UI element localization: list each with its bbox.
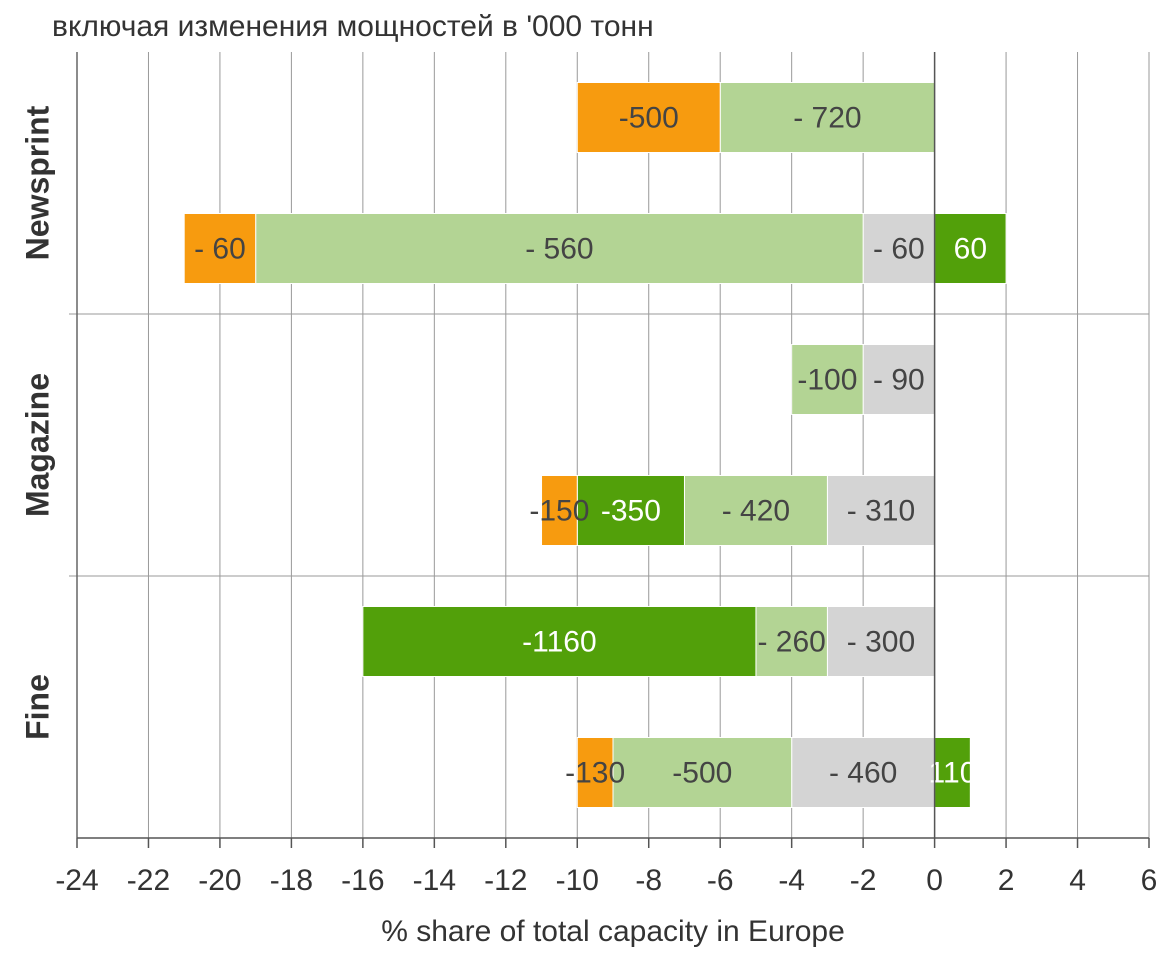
data-label: - 90 — [873, 363, 925, 396]
data-label: 110 — [929, 756, 977, 789]
data-label: - 60 — [873, 232, 925, 265]
bar-segment — [826, 606, 936, 677]
data-label: -500 — [672, 756, 732, 789]
data-label: -100 — [797, 363, 857, 396]
bar-segment — [755, 606, 828, 677]
x-tick-label: -16 — [341, 864, 384, 897]
data-label: -1160 — [522, 625, 597, 658]
chart-title: включая изменения мощностей в '000 тонн — [52, 10, 654, 43]
data-label: - 300 — [847, 625, 915, 658]
group-label: Fine — [19, 674, 55, 740]
x-tick-label: -24 — [55, 864, 98, 897]
x-tick-label: -20 — [198, 864, 241, 897]
data-label: - 720 — [793, 101, 861, 134]
data-label: - 460 — [829, 756, 897, 789]
group-label: Magazine — [19, 373, 55, 517]
data-label: -500 — [619, 101, 679, 134]
data-label: - 260 — [757, 625, 825, 658]
x-tick-label: 0 — [926, 864, 943, 897]
data-label: 60 — [954, 232, 987, 265]
x-tick-label: -8 — [635, 864, 662, 897]
data-label: - 420 — [722, 494, 790, 527]
bar-segment — [576, 82, 721, 153]
x-tick-label: -22 — [127, 864, 170, 897]
x-tick-label: -18 — [270, 864, 313, 897]
x-tick-label: -4 — [778, 864, 805, 897]
data-label: -130 — [565, 756, 625, 789]
data-label: - 60 — [194, 232, 246, 265]
bar-segment — [576, 475, 685, 546]
bar-segment — [683, 475, 828, 546]
x-tick-label: -14 — [413, 864, 456, 897]
bar-segment — [826, 475, 936, 546]
x-tick-label: 4 — [1069, 864, 1086, 897]
bar-segment — [183, 213, 257, 284]
x-tick-label: -10 — [556, 864, 599, 897]
data-label: - 560 — [525, 232, 593, 265]
x-tick-label: -12 — [484, 864, 527, 897]
data-label: -150 — [529, 494, 589, 527]
bar-segment — [612, 737, 793, 808]
group-label: Newsprint — [19, 105, 55, 260]
data-label: - 310 — [847, 494, 915, 527]
bar-segment — [576, 737, 614, 808]
x-tick-label: -2 — [850, 864, 877, 897]
bar-segment — [719, 82, 936, 153]
x-tick-label: 6 — [1141, 864, 1158, 897]
x-tick-label: -6 — [707, 864, 734, 897]
bar-segment — [934, 213, 1007, 284]
bar-segment — [541, 475, 578, 546]
data-label: -350 — [601, 494, 661, 527]
bar-segment — [362, 606, 757, 677]
x-tick-label: 2 — [998, 864, 1015, 897]
bar-segment — [255, 213, 864, 284]
bar-segment — [791, 344, 864, 415]
x-axis-label: % share of total capacity in Europe — [381, 915, 845, 948]
